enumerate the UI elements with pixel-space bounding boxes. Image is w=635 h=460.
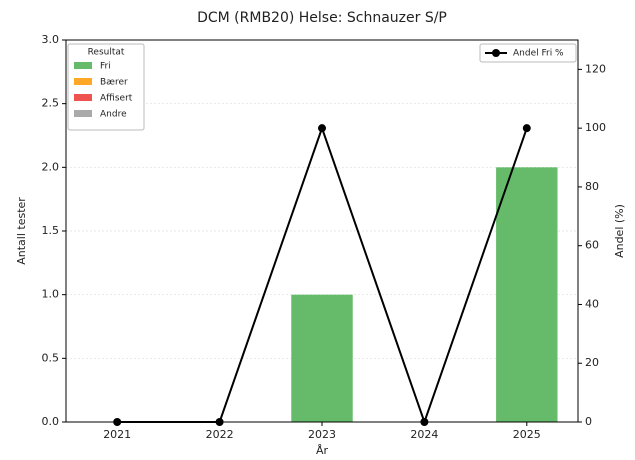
x-tick-label: 2022 bbox=[206, 428, 234, 441]
legend-swatch bbox=[74, 62, 92, 69]
y-tick-label: 0.0 bbox=[42, 415, 60, 428]
chart-title: DCM (RMB20) Helse: Schnauzer S/P bbox=[197, 10, 447, 26]
legend-swatch bbox=[74, 94, 92, 101]
y2-tick-label: 80 bbox=[585, 180, 599, 193]
legend-label: Fri bbox=[100, 62, 111, 72]
x-tick-label: 2021 bbox=[103, 428, 131, 441]
bar bbox=[291, 294, 353, 422]
y2-tick-label: 40 bbox=[585, 297, 599, 310]
x-tick-label: 2024 bbox=[410, 428, 438, 441]
line-marker bbox=[318, 124, 326, 133]
legend-label: Andel Fri % bbox=[513, 49, 564, 59]
legend-label: Affisert bbox=[100, 94, 133, 104]
legend-label: Bærer bbox=[100, 78, 128, 88]
legend-box bbox=[479, 43, 577, 63]
legend-swatch bbox=[74, 110, 92, 117]
x-tick-label: 2023 bbox=[308, 428, 336, 441]
legend-swatch bbox=[74, 78, 92, 85]
y-tick-label: 0.5 bbox=[42, 351, 60, 364]
legend-title: Resultat bbox=[88, 48, 125, 58]
y2-tick-label: 20 bbox=[585, 356, 599, 369]
y2-tick-label: 100 bbox=[585, 121, 606, 134]
y-axis-label: Antall tester bbox=[15, 197, 28, 265]
line-marker bbox=[522, 124, 531, 133]
y-tick-label: 2.5 bbox=[42, 97, 60, 110]
y2-tick-label: 120 bbox=[585, 62, 606, 75]
y-tick-label: 1.0 bbox=[42, 288, 60, 301]
legend-label: Andre bbox=[100, 110, 127, 120]
x-tick-label: 2025 bbox=[513, 428, 541, 441]
y2-tick-label: 60 bbox=[585, 239, 599, 252]
bar bbox=[496, 167, 558, 422]
legend-marker bbox=[492, 49, 500, 57]
y2-axis-label: Andel (%) bbox=[613, 204, 626, 258]
y-tick-label: 2.0 bbox=[42, 160, 60, 173]
y-tick-label: 3.0 bbox=[42, 33, 60, 46]
y-tick-label: 1.5 bbox=[42, 224, 60, 237]
x-axis-label: År bbox=[316, 444, 329, 457]
y2-tick-label: 0 bbox=[585, 415, 592, 428]
